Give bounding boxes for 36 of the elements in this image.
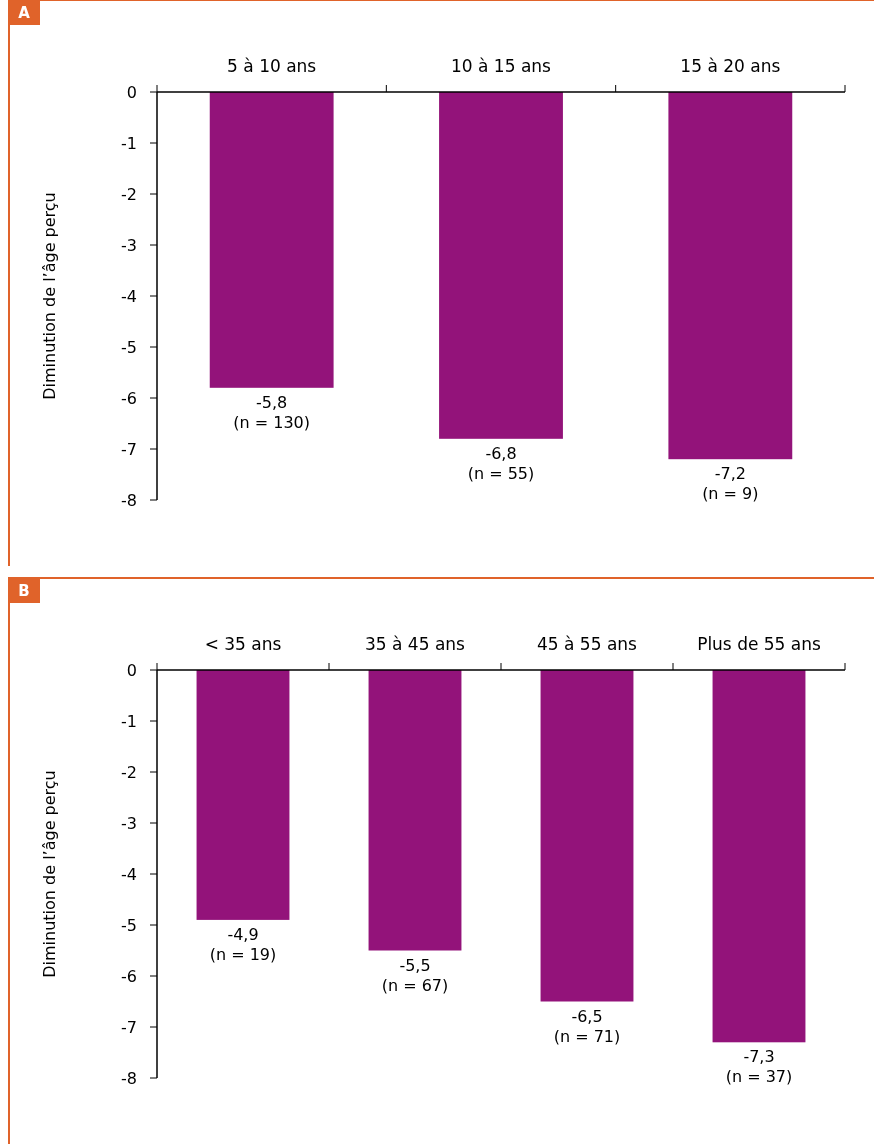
x-tick-label: 45 à 55 ans — [537, 634, 638, 654]
y-axis-title: Diminution de l’âge perçu — [40, 770, 59, 978]
data-label: -7,2 (n = 9) — [702, 464, 759, 504]
x-tick-label: 10 à 15 ans — [451, 56, 552, 76]
x-tick-label: 35 à 45 ans — [365, 634, 466, 654]
x-tick-label: < 35 ans — [204, 634, 282, 654]
y-tick-label: -6 — [121, 966, 137, 986]
y-tick-label: 0 — [126, 82, 137, 102]
x-tick-label: Plus de 55 ans — [697, 634, 822, 654]
text: A — [18, 4, 31, 22]
data-label: -7,3 (n = 37) — [725, 1047, 793, 1087]
y-tick-label: -7 — [121, 439, 137, 459]
y-tick-label: -3 — [121, 235, 137, 255]
data-label: -6,8 (n = 55) — [467, 443, 535, 483]
y-tick-label: -2 — [121, 762, 137, 782]
x-tick-label: 15 à 20 ans — [680, 56, 781, 76]
data-label: -5,5 (n = 67) — [381, 955, 449, 995]
data-label: -5,8 (n = 130) — [233, 392, 311, 432]
y-tick-label: -1 — [121, 133, 137, 153]
y-tick-label: -5 — [121, 915, 137, 935]
data-label: -4,9 (n = 19) — [209, 924, 277, 964]
y-tick-label: -6 — [121, 388, 137, 408]
y-tick-label: -7 — [121, 1017, 137, 1037]
data-label: -6,5 (n = 71) — [553, 1006, 621, 1046]
y-tick-label: -5 — [121, 337, 137, 357]
y-tick-label: -8 — [121, 1068, 137, 1088]
y-tick-label: -2 — [121, 184, 137, 204]
y-tick-label: -4 — [121, 864, 137, 884]
text: B — [18, 582, 30, 600]
y-tick-label: -1 — [121, 711, 137, 731]
y-tick-label: -3 — [121, 813, 137, 833]
y-tick-label: -8 — [121, 490, 137, 510]
y-tick-label: 0 — [126, 660, 137, 680]
x-tick-label: 5 à 10 ans — [227, 56, 317, 76]
y-axis-title: Diminution de l’âge perçu — [40, 192, 59, 400]
y-tick-label: -4 — [121, 286, 137, 306]
